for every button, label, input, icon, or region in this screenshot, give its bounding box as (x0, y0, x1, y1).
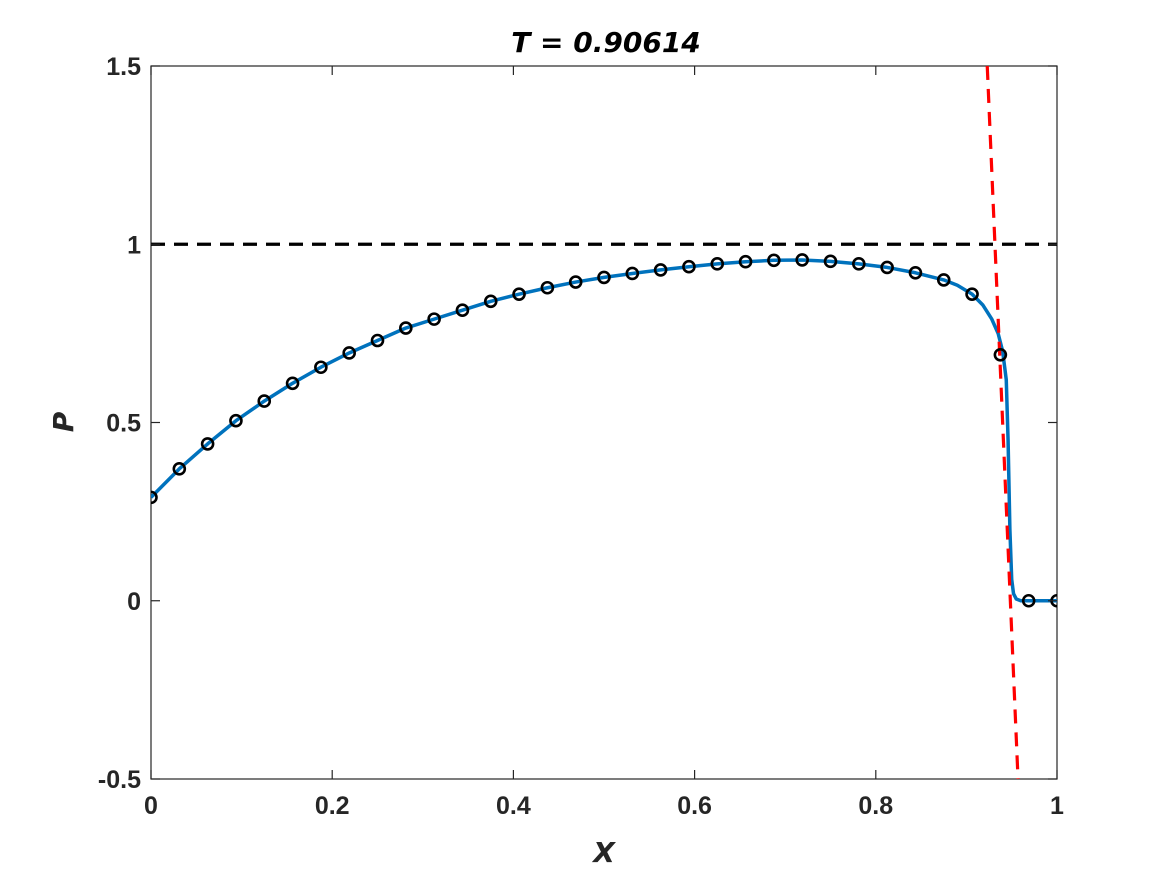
data-marker (908, 265, 923, 280)
axes-box (150, 65, 1058, 780)
y-tick-label: -0.5 (98, 766, 141, 794)
data-marker (483, 294, 498, 309)
y-tick-label: 1.5 (106, 53, 141, 81)
data-marker (767, 253, 781, 268)
data-marker (625, 266, 640, 281)
x-tick-label: 0.8 (858, 792, 893, 820)
data-marker (682, 259, 696, 274)
data-marker (738, 254, 753, 269)
data-marker (172, 462, 187, 476)
data-marker (795, 253, 809, 267)
y-tick-label: 0 (127, 588, 141, 616)
data-marker (314, 360, 328, 375)
data-marker (965, 287, 979, 301)
y-tick-label: 1 (127, 231, 141, 259)
data-marker (852, 257, 866, 271)
data-marker (993, 347, 1008, 362)
data-marker (597, 270, 611, 285)
red-dashed-line (985, 66, 1020, 779)
plot-area: 0 0.2 0.4 0.6 0.8 1-0.500.511.5 (98, 53, 1064, 820)
data-marker (200, 437, 215, 451)
data-marker (653, 263, 668, 277)
data-marker (229, 413, 243, 428)
chart-title: T = 0.90614 (511, 26, 701, 59)
x-tick-label: 0.6 (677, 792, 712, 820)
data-marker (257, 394, 272, 408)
data-marker (540, 280, 555, 295)
data-marker (568, 275, 583, 289)
data-marker (427, 312, 441, 326)
data-marker (151, 490, 158, 505)
data-marker (370, 333, 385, 348)
x-tick-label: 0.4 (496, 792, 531, 820)
data-marker (342, 346, 356, 360)
x-tick-label: 0.2 (315, 792, 350, 820)
data-marker (823, 254, 838, 269)
data-marker (399, 321, 413, 335)
data-marker (512, 287, 526, 301)
x-axis-label: X (591, 836, 616, 869)
data-marker (880, 260, 894, 275)
y-tick-label: 0.5 (106, 410, 141, 438)
data-marker (455, 303, 470, 318)
x-tick-label: 0 (144, 792, 158, 820)
data-marker (936, 273, 951, 287)
data-marker (1021, 593, 1036, 608)
data-marker (710, 257, 725, 271)
data-marker (285, 376, 300, 391)
y-axis-label: P (47, 411, 80, 432)
x-tick-label: 1 (1050, 792, 1064, 820)
ticks-layer: 0 0.2 0.4 0.6 0.8 1-0.500.511.5 (98, 53, 1064, 820)
